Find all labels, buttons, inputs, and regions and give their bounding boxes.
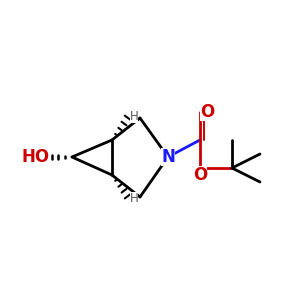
Text: O: O bbox=[193, 166, 207, 184]
Text: H: H bbox=[130, 191, 138, 205]
Text: HO: HO bbox=[22, 148, 50, 166]
Text: H: H bbox=[130, 110, 138, 122]
Text: O: O bbox=[200, 103, 214, 121]
Text: N: N bbox=[161, 148, 175, 166]
